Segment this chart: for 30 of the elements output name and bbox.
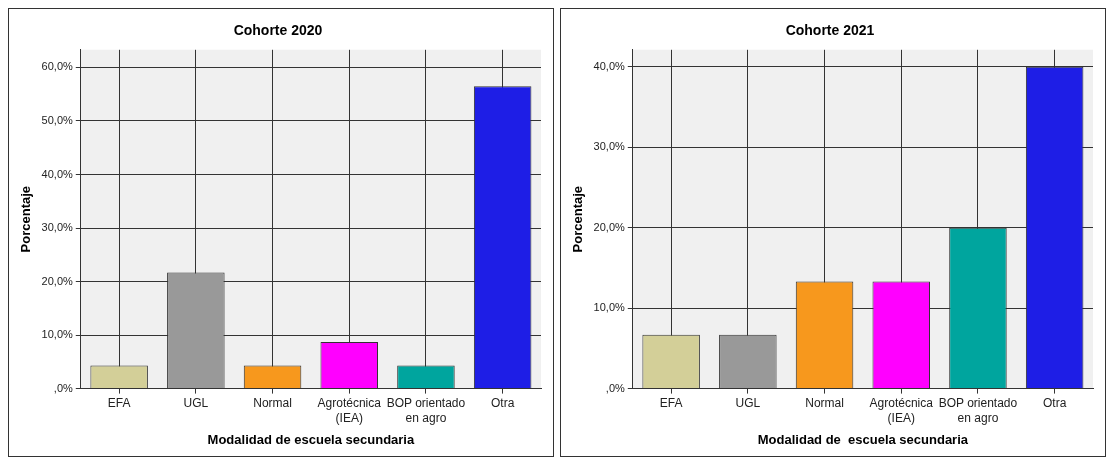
y-tick-label: ,0% bbox=[53, 381, 73, 394]
x-tick-label: Normal bbox=[253, 396, 292, 411]
y-axis-title: Porcentaje bbox=[570, 185, 586, 253]
y-tick-label: 10,0% bbox=[593, 301, 625, 314]
y-tick-label: 30,0% bbox=[593, 140, 625, 153]
x-tick-label: EFA bbox=[659, 396, 683, 411]
x-tick-label: UGL bbox=[183, 396, 209, 411]
chart-title: Cohorte 2020 bbox=[233, 22, 323, 39]
x-tick-label: EFA bbox=[107, 396, 131, 411]
y-tick-label: 40,0% bbox=[593, 59, 625, 72]
chart-title: Cohorte 2021 bbox=[785, 22, 875, 39]
y-tick-label: 30,0% bbox=[41, 221, 73, 234]
y-tick-label: ,0% bbox=[605, 381, 625, 394]
y-tick-label: 20,0% bbox=[41, 274, 73, 287]
y-axis-title: Porcentaje bbox=[18, 185, 34, 253]
x-tick-label: Otra bbox=[490, 396, 515, 411]
x-tick-label: BOP orientado en agro bbox=[386, 396, 466, 425]
y-tick-label: 10,0% bbox=[41, 328, 73, 341]
y-tick-label: 40,0% bbox=[41, 167, 73, 180]
y-tick-label: 50,0% bbox=[41, 114, 73, 127]
x-tick-label: UGL bbox=[735, 396, 761, 411]
x-axis-title: Modalidad de escuela secundaria bbox=[207, 431, 415, 447]
x-tick-label: Otra bbox=[1042, 396, 1067, 411]
y-tick-label: 60,0% bbox=[41, 60, 73, 73]
x-tick-label: Normal bbox=[805, 396, 844, 411]
x-axis-title: Modalidad de escuela secundaria bbox=[757, 431, 969, 447]
x-tick-label: Agrotécnica (IEA) bbox=[869, 396, 934, 425]
x-tick-label: BOP orientado en agro bbox=[938, 396, 1018, 425]
y-tick-label: 20,0% bbox=[593, 220, 625, 233]
x-tick-label: Agrotécnica (IEA) bbox=[317, 396, 382, 425]
